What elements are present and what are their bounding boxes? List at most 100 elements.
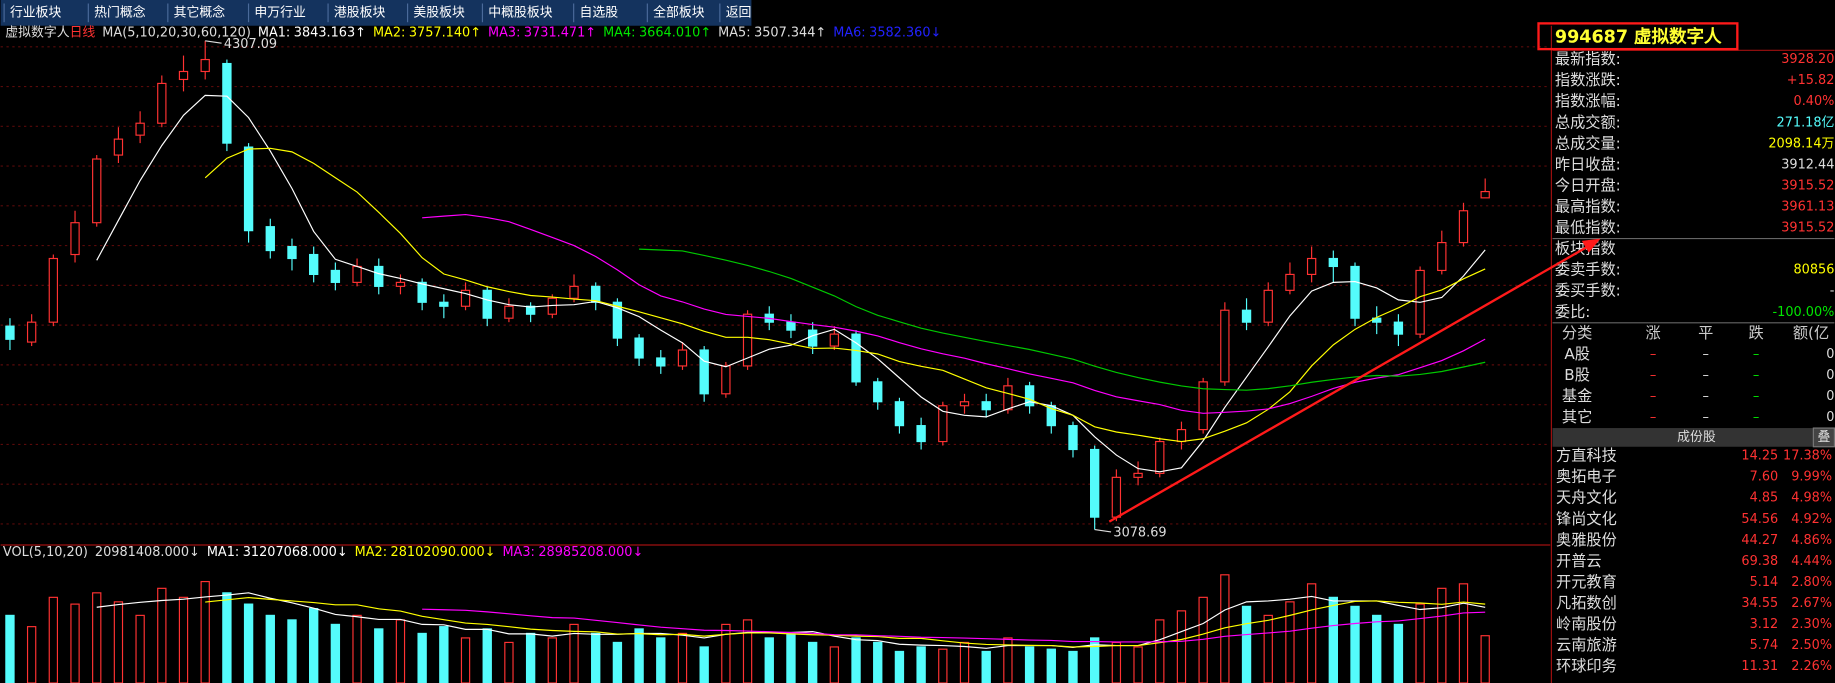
quote-value: -100.00%: [1773, 305, 1835, 320]
stock-price: 7.60: [1750, 470, 1779, 485]
vol-ma-dir: ↓: [337, 545, 348, 560]
breakdown-header: 平: [1698, 324, 1713, 342]
breakdown-cell: –: [1703, 410, 1709, 425]
candle-body: [5, 325, 15, 340]
tab[interactable]: 全部板块: [653, 4, 705, 20]
volume-bar: [1068, 650, 1078, 683]
vol-value: 20981408.000: [95, 545, 189, 560]
stock-name[interactable]: 天舟文化: [1556, 489, 1617, 507]
candle-body: [1328, 257, 1339, 268]
candle-body: [1111, 476, 1122, 518]
stock-name[interactable]: 开普云: [1556, 552, 1602, 570]
breakdown-cell: –: [1703, 347, 1709, 362]
candle-body: [721, 365, 731, 395]
candle-body: [1068, 425, 1078, 451]
volume-bar: [916, 646, 926, 683]
stock-change: 2.30%: [1791, 617, 1832, 632]
volume-bar: [374, 628, 384, 683]
overlay-label[interactable]: 叠: [1817, 430, 1830, 445]
candle-body: [1090, 448, 1100, 518]
volume-bar: [1480, 635, 1490, 683]
stock-name[interactable]: 云南旅游: [1556, 636, 1617, 654]
breakdown-cell: A股: [1564, 345, 1590, 363]
breakdown-cell: 其它: [1562, 408, 1592, 426]
stock-name[interactable]: 奥雅股份: [1556, 531, 1617, 549]
candle-body: [178, 70, 189, 81]
candle-body: [1393, 321, 1404, 335]
tab[interactable]: 中概股板块: [488, 5, 552, 20]
volume-bar: [308, 608, 319, 683]
ma-value: 3664.010: [639, 25, 700, 40]
candle-body: [265, 226, 275, 252]
volume-bar: [525, 632, 536, 683]
quote-value: 271.18亿: [1777, 115, 1835, 130]
quote-label: 指数涨跌:: [1555, 71, 1621, 89]
volume-bar: [330, 623, 341, 683]
stock-name[interactable]: 环球印务: [1556, 657, 1617, 675]
volume-bar: [1133, 646, 1143, 683]
tab[interactable]: 港股板块: [334, 5, 386, 20]
candle-body: [981, 401, 991, 411]
candle-body: [1480, 190, 1490, 199]
quote-label: 最高指数:: [1555, 198, 1621, 216]
candle-body: [1133, 472, 1143, 478]
volume-bar: [569, 623, 579, 683]
volume-bar: [656, 637, 666, 683]
vol-dir: ↓: [189, 545, 200, 560]
quote-label: 总成交量:: [1555, 134, 1621, 152]
vol-ma-line: [422, 608, 1486, 643]
tab[interactable]: 自选股: [580, 5, 619, 20]
stock-name[interactable]: 锋尚文化: [1556, 510, 1617, 528]
candle-body: [938, 405, 948, 443]
breakdown-header: 涨: [1646, 324, 1661, 342]
trend-arrow: [1108, 242, 1595, 523]
volume-bar: [764, 637, 774, 683]
vol-spec: VOL(5,10,20): [3, 545, 88, 560]
stock-name[interactable]: 方直科技: [1556, 447, 1617, 465]
breakdown-cell: 0: [1826, 347, 1834, 362]
tab[interactable]: 热门概念: [94, 4, 146, 20]
candle-body: [1285, 273, 1295, 291]
constituents-title: 成份股: [1677, 430, 1716, 445]
tab[interactable]: 申万行业: [254, 5, 306, 20]
overlay-button[interactable]: [1812, 427, 1835, 448]
quote-value: 0.40%: [1794, 94, 1835, 109]
tab[interactable]: 其它概念: [174, 4, 226, 20]
volume-bar: [1306, 583, 1317, 683]
stock-price: 44.27: [1741, 533, 1778, 548]
candle-body: [569, 285, 579, 299]
tab[interactable]: 行业板块: [10, 5, 62, 20]
vol-ma-name: MA2:: [355, 545, 387, 560]
breakdown-cell: –: [1753, 347, 1759, 362]
volume-bar: [395, 619, 406, 683]
tab[interactable]: 美股板块: [413, 5, 465, 20]
stock-name[interactable]: 奥拓电子: [1556, 468, 1617, 486]
stock-change: 2.80%: [1791, 575, 1832, 590]
breakdown-header: 分类: [1562, 324, 1592, 342]
candle-body: [308, 253, 319, 276]
volume-bar: [829, 646, 840, 683]
volume-bar: [873, 641, 883, 683]
candle-body: [113, 138, 124, 156]
extreme-pointer: [1094, 529, 1112, 533]
ma-name: MA4:: [603, 25, 635, 40]
extreme-pointer: [205, 40, 222, 44]
stock-price: 5.74: [1750, 638, 1779, 653]
volume-bar: [1024, 646, 1035, 683]
stock-name[interactable]: 开元教育: [1556, 573, 1617, 591]
vol-ma-dir: ↓: [485, 545, 496, 560]
quote-label: 指数涨幅:: [1555, 92, 1621, 110]
quote-label: 最低指数:: [1555, 219, 1621, 237]
candle-body: [699, 349, 709, 395]
tab[interactable]: 返回: [726, 5, 752, 20]
vol-ma-line: [205, 596, 1486, 648]
volume-bar: [1437, 587, 1447, 683]
stock-name[interactable]: 岭南股份: [1556, 615, 1617, 633]
stock-price: 5.14: [1750, 575, 1779, 590]
candle-body: [1263, 289, 1273, 323]
quote-value: 3961.13: [1781, 200, 1834, 215]
stock-name[interactable]: 凡拓数创: [1556, 594, 1617, 612]
quote-label: 总成交额:: [1555, 113, 1621, 131]
ma-dir: ↑: [815, 25, 826, 40]
breakdown-cell: –: [1703, 389, 1709, 404]
